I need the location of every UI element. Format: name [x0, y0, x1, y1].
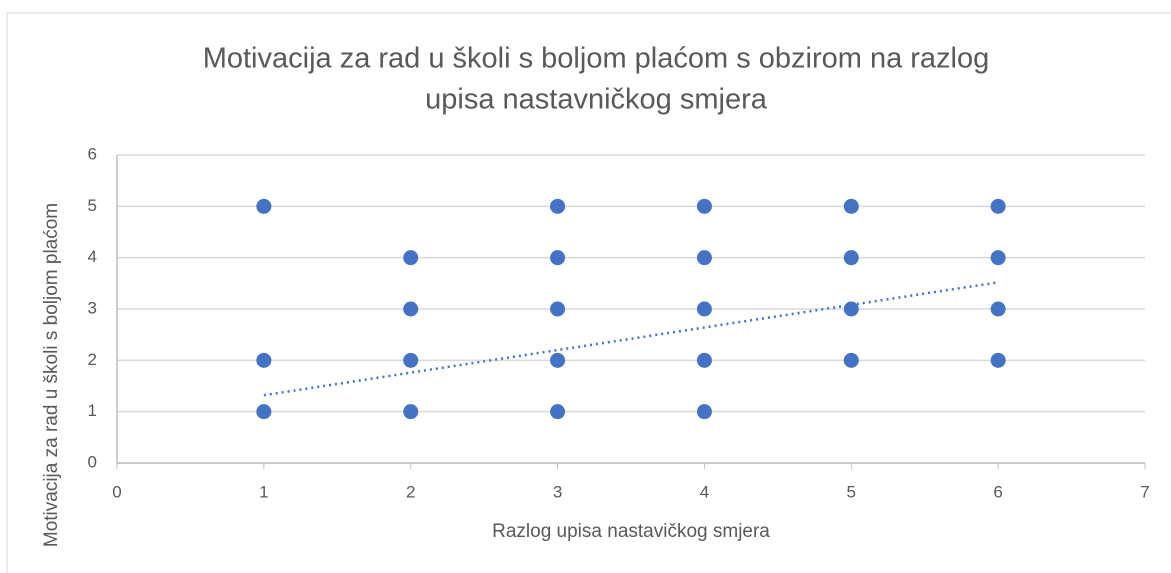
point	[696, 404, 712, 420]
point	[843, 250, 859, 266]
x-tick-label: 1	[259, 482, 268, 501]
x-tick-label: 3	[553, 482, 562, 501]
x-tick-label: 6	[993, 482, 1002, 501]
point	[843, 301, 859, 317]
point	[990, 352, 1006, 368]
x-tick-label: 4	[700, 482, 709, 501]
point	[843, 198, 859, 214]
point	[990, 250, 1006, 266]
point	[696, 198, 712, 214]
point	[550, 198, 566, 214]
point	[403, 250, 419, 266]
point	[256, 352, 272, 368]
y-tick-label: 1	[88, 401, 97, 420]
y-tick-label: 0	[88, 452, 97, 471]
point	[550, 352, 566, 368]
point	[256, 404, 272, 420]
trendline	[263, 281, 999, 397]
point	[403, 404, 419, 420]
chart-title: upisa nastavničkog smjera	[425, 84, 768, 116]
point	[990, 198, 1006, 214]
point	[843, 352, 859, 368]
y-tick-label: 2	[88, 350, 97, 369]
point	[696, 352, 712, 368]
point	[696, 250, 712, 266]
point	[550, 250, 566, 266]
y-axis-label: Motivacija za rad u školi s boljom plaćo…	[41, 203, 62, 547]
x-axis-label: Razlog upisa nastavičkog smjera	[492, 521, 770, 542]
x-tick-label: 0	[112, 482, 121, 501]
y-tick-label: 5	[88, 196, 97, 215]
point	[403, 301, 419, 317]
y-tick-label: 3	[88, 298, 97, 317]
point	[990, 301, 1006, 317]
point	[550, 301, 566, 317]
y-tick-label: 6	[88, 144, 97, 163]
x-tick-label: 5	[847, 482, 856, 501]
chart-border	[6, 12, 1171, 573]
chart-title: Motivacija za rad u školi s boljom plaćo…	[203, 43, 990, 75]
point	[550, 404, 566, 420]
point	[696, 301, 712, 317]
x-tick-label: 2	[406, 482, 415, 501]
point	[403, 352, 419, 368]
point	[256, 198, 272, 214]
x-tick-label: 7	[1140, 482, 1149, 501]
y-tick-label: 4	[88, 247, 97, 266]
